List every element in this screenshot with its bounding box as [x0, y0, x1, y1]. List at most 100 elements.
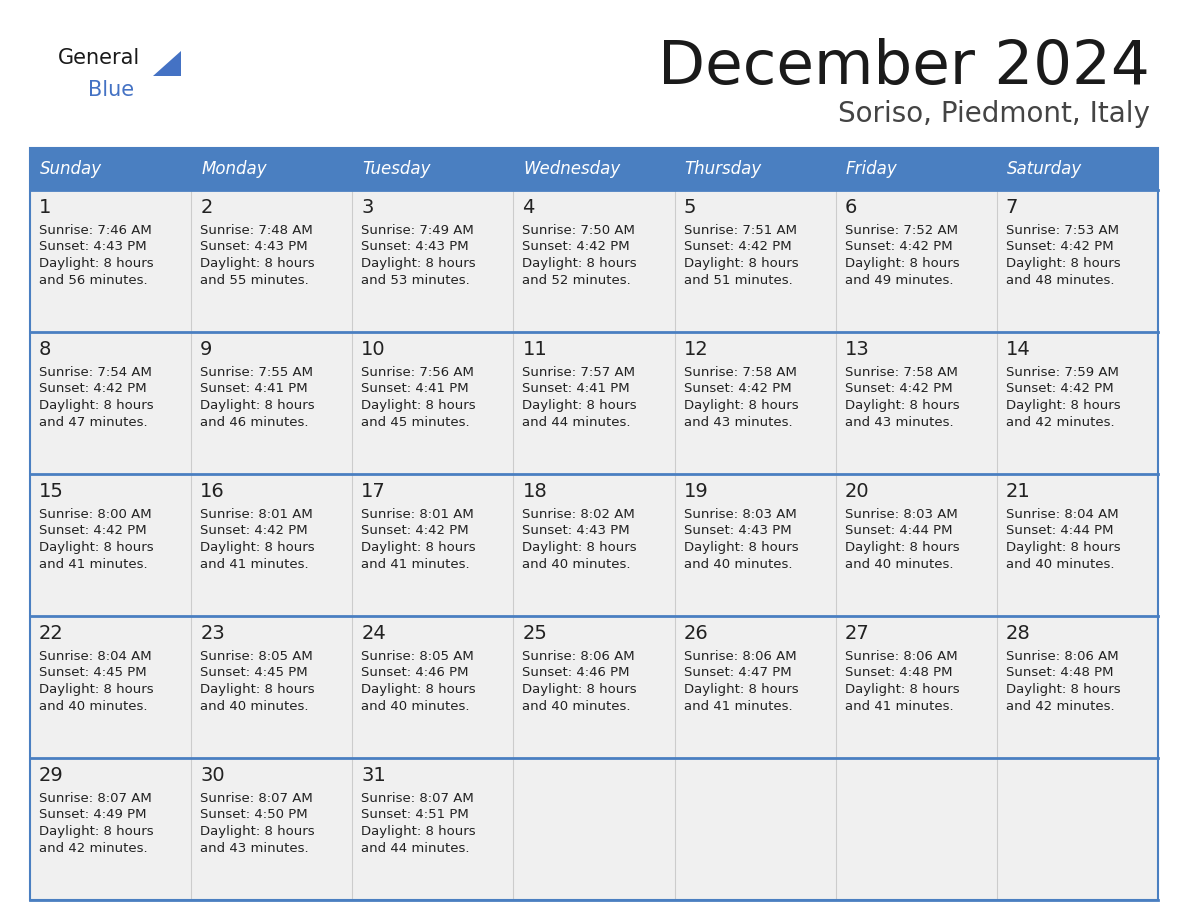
Bar [191, 332, 353, 474]
Bar [513, 474, 675, 616]
Text: 25: 25 [523, 624, 548, 643]
Text: Soriso, Piedmont, Italy: Soriso, Piedmont, Italy [838, 100, 1150, 128]
Text: Sunset: 4:45 PM: Sunset: 4:45 PM [39, 666, 146, 679]
Bar [997, 148, 1158, 190]
Text: Sunset: 4:46 PM: Sunset: 4:46 PM [361, 666, 469, 679]
Text: Sunrise: 8:06 AM: Sunrise: 8:06 AM [683, 650, 796, 663]
Bar [997, 758, 1158, 900]
Text: 11: 11 [523, 340, 548, 359]
Text: Blue: Blue [88, 80, 134, 100]
Text: 28: 28 [1006, 624, 1031, 643]
Text: Daylight: 8 hours: Daylight: 8 hours [200, 541, 315, 554]
Bar [191, 148, 353, 190]
Text: Sunset: 4:43 PM: Sunset: 4:43 PM [683, 524, 791, 538]
Bar [191, 616, 353, 758]
Text: Sunrise: 8:06 AM: Sunrise: 8:06 AM [1006, 650, 1118, 663]
Text: 4: 4 [523, 198, 535, 217]
Text: Daylight: 8 hours: Daylight: 8 hours [523, 541, 637, 554]
Text: Sunset: 4:42 PM: Sunset: 4:42 PM [39, 524, 146, 538]
Text: Sunrise: 7:57 AM: Sunrise: 7:57 AM [523, 366, 636, 379]
Text: Sunset: 4:41 PM: Sunset: 4:41 PM [361, 383, 469, 396]
Text: Monday: Monday [201, 160, 267, 178]
Text: 21: 21 [1006, 482, 1031, 501]
Text: Sunset: 4:44 PM: Sunset: 4:44 PM [845, 524, 953, 538]
Text: Sunset: 4:45 PM: Sunset: 4:45 PM [200, 666, 308, 679]
Text: and 46 minutes.: and 46 minutes. [200, 416, 309, 429]
Text: and 40 minutes.: and 40 minutes. [39, 700, 147, 712]
Text: Sunset: 4:41 PM: Sunset: 4:41 PM [200, 383, 308, 396]
Bar [835, 616, 997, 758]
Text: and 53 minutes.: and 53 minutes. [361, 274, 470, 286]
Text: and 49 minutes.: and 49 minutes. [845, 274, 953, 286]
Text: Sunset: 4:42 PM: Sunset: 4:42 PM [1006, 241, 1113, 253]
Text: Sunrise: 8:04 AM: Sunrise: 8:04 AM [39, 650, 152, 663]
Bar [191, 190, 353, 332]
Text: Sunrise: 7:48 AM: Sunrise: 7:48 AM [200, 224, 312, 237]
Text: Daylight: 8 hours: Daylight: 8 hours [523, 257, 637, 270]
Bar [191, 758, 353, 900]
Text: and 45 minutes.: and 45 minutes. [361, 416, 470, 429]
Text: Sunrise: 7:53 AM: Sunrise: 7:53 AM [1006, 224, 1119, 237]
Bar [997, 190, 1158, 332]
Text: and 43 minutes.: and 43 minutes. [683, 416, 792, 429]
Text: 31: 31 [361, 766, 386, 785]
Text: Sunrise: 7:56 AM: Sunrise: 7:56 AM [361, 366, 474, 379]
Text: Sunset: 4:43 PM: Sunset: 4:43 PM [523, 524, 630, 538]
Text: Daylight: 8 hours: Daylight: 8 hours [200, 825, 315, 838]
Text: 6: 6 [845, 198, 857, 217]
Text: Sunrise: 8:04 AM: Sunrise: 8:04 AM [1006, 508, 1118, 521]
Bar [30, 332, 191, 474]
Text: Sunset: 4:42 PM: Sunset: 4:42 PM [523, 241, 630, 253]
Text: General: General [58, 48, 140, 68]
Text: Sunset: 4:42 PM: Sunset: 4:42 PM [1006, 383, 1113, 396]
Bar [353, 190, 513, 332]
Text: Sunset: 4:42 PM: Sunset: 4:42 PM [845, 383, 953, 396]
Text: Sunset: 4:51 PM: Sunset: 4:51 PM [361, 809, 469, 822]
Text: Sunrise: 7:58 AM: Sunrise: 7:58 AM [845, 366, 958, 379]
Text: Saturday: Saturday [1007, 160, 1082, 178]
Text: Sunset: 4:42 PM: Sunset: 4:42 PM [845, 241, 953, 253]
Text: and 47 minutes.: and 47 minutes. [39, 416, 147, 429]
Text: and 41 minutes.: and 41 minutes. [39, 557, 147, 570]
Text: Sunrise: 7:50 AM: Sunrise: 7:50 AM [523, 224, 636, 237]
Bar [513, 332, 675, 474]
Text: Daylight: 8 hours: Daylight: 8 hours [39, 825, 153, 838]
Text: and 40 minutes.: and 40 minutes. [523, 557, 631, 570]
Text: Sunday: Sunday [40, 160, 102, 178]
Text: and 40 minutes.: and 40 minutes. [361, 700, 469, 712]
Bar [835, 474, 997, 616]
Text: Sunrise: 8:07 AM: Sunrise: 8:07 AM [200, 792, 312, 805]
Text: Sunset: 4:48 PM: Sunset: 4:48 PM [1006, 666, 1113, 679]
Text: Daylight: 8 hours: Daylight: 8 hours [683, 541, 798, 554]
Text: 15: 15 [39, 482, 64, 501]
Text: and 43 minutes.: and 43 minutes. [200, 842, 309, 855]
Text: Sunrise: 7:52 AM: Sunrise: 7:52 AM [845, 224, 958, 237]
Text: Sunrise: 8:01 AM: Sunrise: 8:01 AM [200, 508, 312, 521]
Text: Daylight: 8 hours: Daylight: 8 hours [1006, 257, 1120, 270]
Bar [30, 616, 191, 758]
Bar [835, 758, 997, 900]
Text: Daylight: 8 hours: Daylight: 8 hours [1006, 399, 1120, 412]
Text: Sunrise: 7:59 AM: Sunrise: 7:59 AM [1006, 366, 1119, 379]
Bar [353, 758, 513, 900]
Bar [513, 616, 675, 758]
Text: Sunset: 4:50 PM: Sunset: 4:50 PM [200, 809, 308, 822]
Text: 7: 7 [1006, 198, 1018, 217]
Text: Sunrise: 8:05 AM: Sunrise: 8:05 AM [200, 650, 312, 663]
Bar [675, 148, 835, 190]
Text: 16: 16 [200, 482, 225, 501]
Text: Daylight: 8 hours: Daylight: 8 hours [361, 399, 476, 412]
Text: 29: 29 [39, 766, 64, 785]
Text: Daylight: 8 hours: Daylight: 8 hours [361, 825, 476, 838]
Text: Daylight: 8 hours: Daylight: 8 hours [200, 399, 315, 412]
Text: Daylight: 8 hours: Daylight: 8 hours [683, 257, 798, 270]
Text: Sunrise: 8:03 AM: Sunrise: 8:03 AM [683, 508, 796, 521]
Text: 26: 26 [683, 624, 708, 643]
Text: Sunset: 4:42 PM: Sunset: 4:42 PM [361, 524, 469, 538]
Bar [30, 474, 191, 616]
Text: and 55 minutes.: and 55 minutes. [200, 274, 309, 286]
Text: December 2024: December 2024 [658, 38, 1150, 97]
Bar [353, 616, 513, 758]
Bar [997, 616, 1158, 758]
Bar [513, 190, 675, 332]
